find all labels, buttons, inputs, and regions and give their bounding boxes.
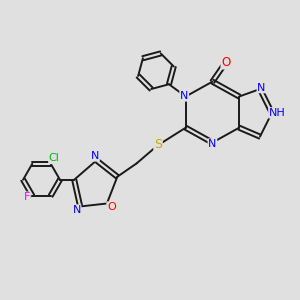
Text: N: N [180, 91, 188, 101]
Text: O: O [221, 56, 230, 69]
Text: N: N [257, 82, 266, 93]
Text: NH: NH [269, 108, 286, 118]
Text: N: N [91, 151, 99, 161]
Text: N: N [208, 139, 217, 149]
Text: O: O [107, 202, 116, 212]
Text: S: S [154, 138, 162, 151]
Text: F: F [24, 192, 30, 202]
Text: Cl: Cl [49, 153, 60, 164]
Text: N: N [72, 205, 81, 215]
